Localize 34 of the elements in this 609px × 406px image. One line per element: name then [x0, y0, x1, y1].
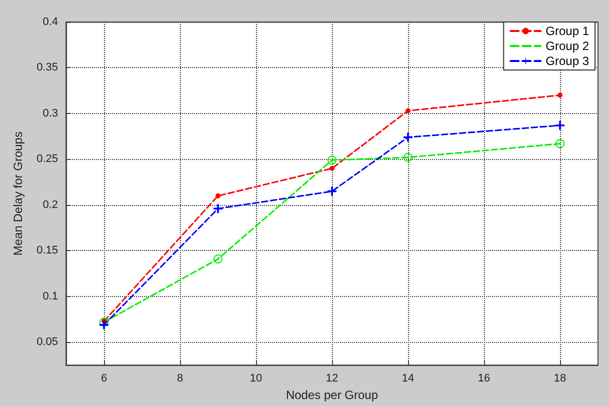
point [404, 152, 412, 162]
y-axis-title: Mean Delay for Groups [11, 132, 25, 256]
point [330, 166, 334, 171]
x-tick-label: 6 [100, 372, 108, 385]
point [328, 186, 336, 196]
y-tick-label: 0.35 [36, 62, 58, 74]
x-tick-label: 8 [176, 372, 184, 385]
y-tick-label: 0.25 [36, 153, 58, 166]
point [328, 156, 336, 165]
x-tick-label: 16 [478, 372, 490, 385]
point [558, 92, 562, 98]
legend-label: Group 1 [546, 24, 590, 38]
x-tick-label: 10 [250, 372, 262, 385]
point [556, 139, 564, 148]
point [406, 108, 410, 114]
point [214, 254, 222, 264]
y-tick-label: 0.1 [42, 290, 58, 302]
y-tick-label: 0.15 [36, 244, 58, 257]
point [100, 320, 108, 330]
y-tick-label: 0.3 [42, 107, 58, 120]
point [216, 193, 220, 198]
x-tick-label: 14 [402, 372, 414, 385]
y-tick-label: 0.2 [42, 198, 58, 211]
point [214, 204, 222, 214]
y-tick-label: 0.05 [36, 336, 58, 348]
point [100, 318, 108, 327]
point [556, 120, 564, 130]
point [404, 132, 412, 142]
legend-label: Group 2 [546, 39, 590, 53]
x-tick-label: 18 [554, 372, 566, 385]
x-tick-label: 12 [326, 372, 338, 385]
legend-label: Group 3 [546, 54, 590, 68]
y-tick-label: 0.4 [42, 16, 58, 28]
x-axis-title: Nodes per Group [286, 388, 378, 402]
